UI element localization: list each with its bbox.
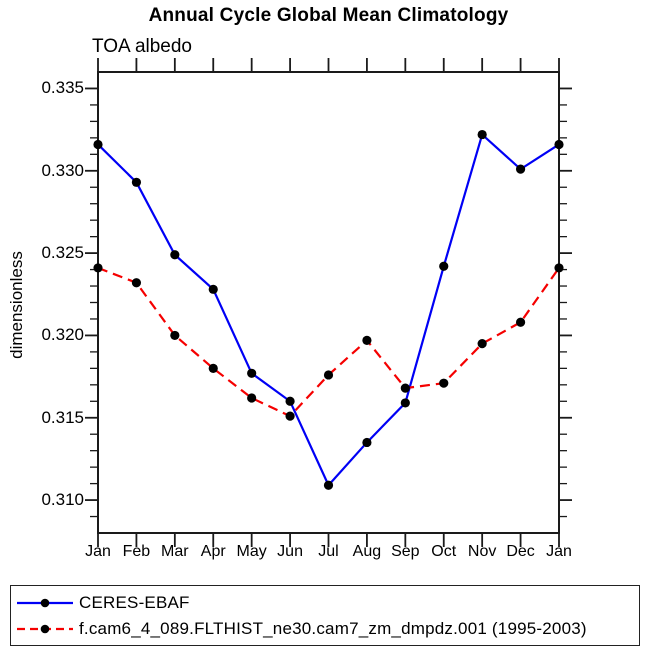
legend: CERES-EBAF f.cam6_4_089.FLTHIST_ne30.cam… bbox=[10, 585, 640, 646]
chart-subtitle: TOA albedo bbox=[92, 36, 193, 57]
legend-label: CERES-EBAF bbox=[79, 593, 190, 612]
data-point bbox=[93, 263, 103, 273]
data-point bbox=[477, 339, 487, 349]
data-point bbox=[131, 278, 142, 288]
data-point bbox=[170, 330, 180, 341]
data-point bbox=[247, 368, 257, 378]
data-point bbox=[515, 317, 526, 327]
legend-marker-dot bbox=[40, 598, 50, 608]
data-point bbox=[285, 396, 295, 406]
data-point bbox=[515, 164, 526, 174]
data-point bbox=[439, 261, 449, 271]
data-point bbox=[323, 370, 334, 380]
data-point bbox=[554, 263, 564, 273]
data-point bbox=[362, 437, 372, 448]
data-point bbox=[208, 284, 218, 294]
data-point bbox=[170, 250, 180, 260]
data-point bbox=[247, 393, 257, 403]
data-point bbox=[400, 383, 410, 393]
legend-item: CERES-EBAF bbox=[15, 590, 639, 616]
data-point bbox=[285, 411, 295, 421]
data-point bbox=[439, 378, 449, 388]
series-line-ceres-ebaf bbox=[97, 132, 560, 488]
legend-item: f.cam6_4_089.FLTHIST_ne30.cam7_zm_dmpdz.… bbox=[15, 616, 639, 642]
legend-marker-dot bbox=[40, 624, 50, 634]
data-point bbox=[208, 363, 218, 373]
series-line-model bbox=[97, 266, 560, 418]
legend-label: f.cam6_4_089.FLTHIST_ne30.cam7_zm_dmpdz.… bbox=[79, 619, 587, 638]
data-point bbox=[554, 139, 564, 150]
legend-line-sample-solid bbox=[17, 598, 73, 608]
data-point bbox=[93, 139, 103, 150]
data-point bbox=[323, 480, 334, 490]
data-point bbox=[131, 177, 142, 187]
data-point bbox=[477, 129, 487, 140]
data-point bbox=[362, 335, 372, 345]
chart-title: Annual Cycle Global Mean Climatology bbox=[148, 5, 509, 26]
legend-line-sample-dashed bbox=[17, 624, 73, 634]
data-point bbox=[400, 398, 410, 408]
